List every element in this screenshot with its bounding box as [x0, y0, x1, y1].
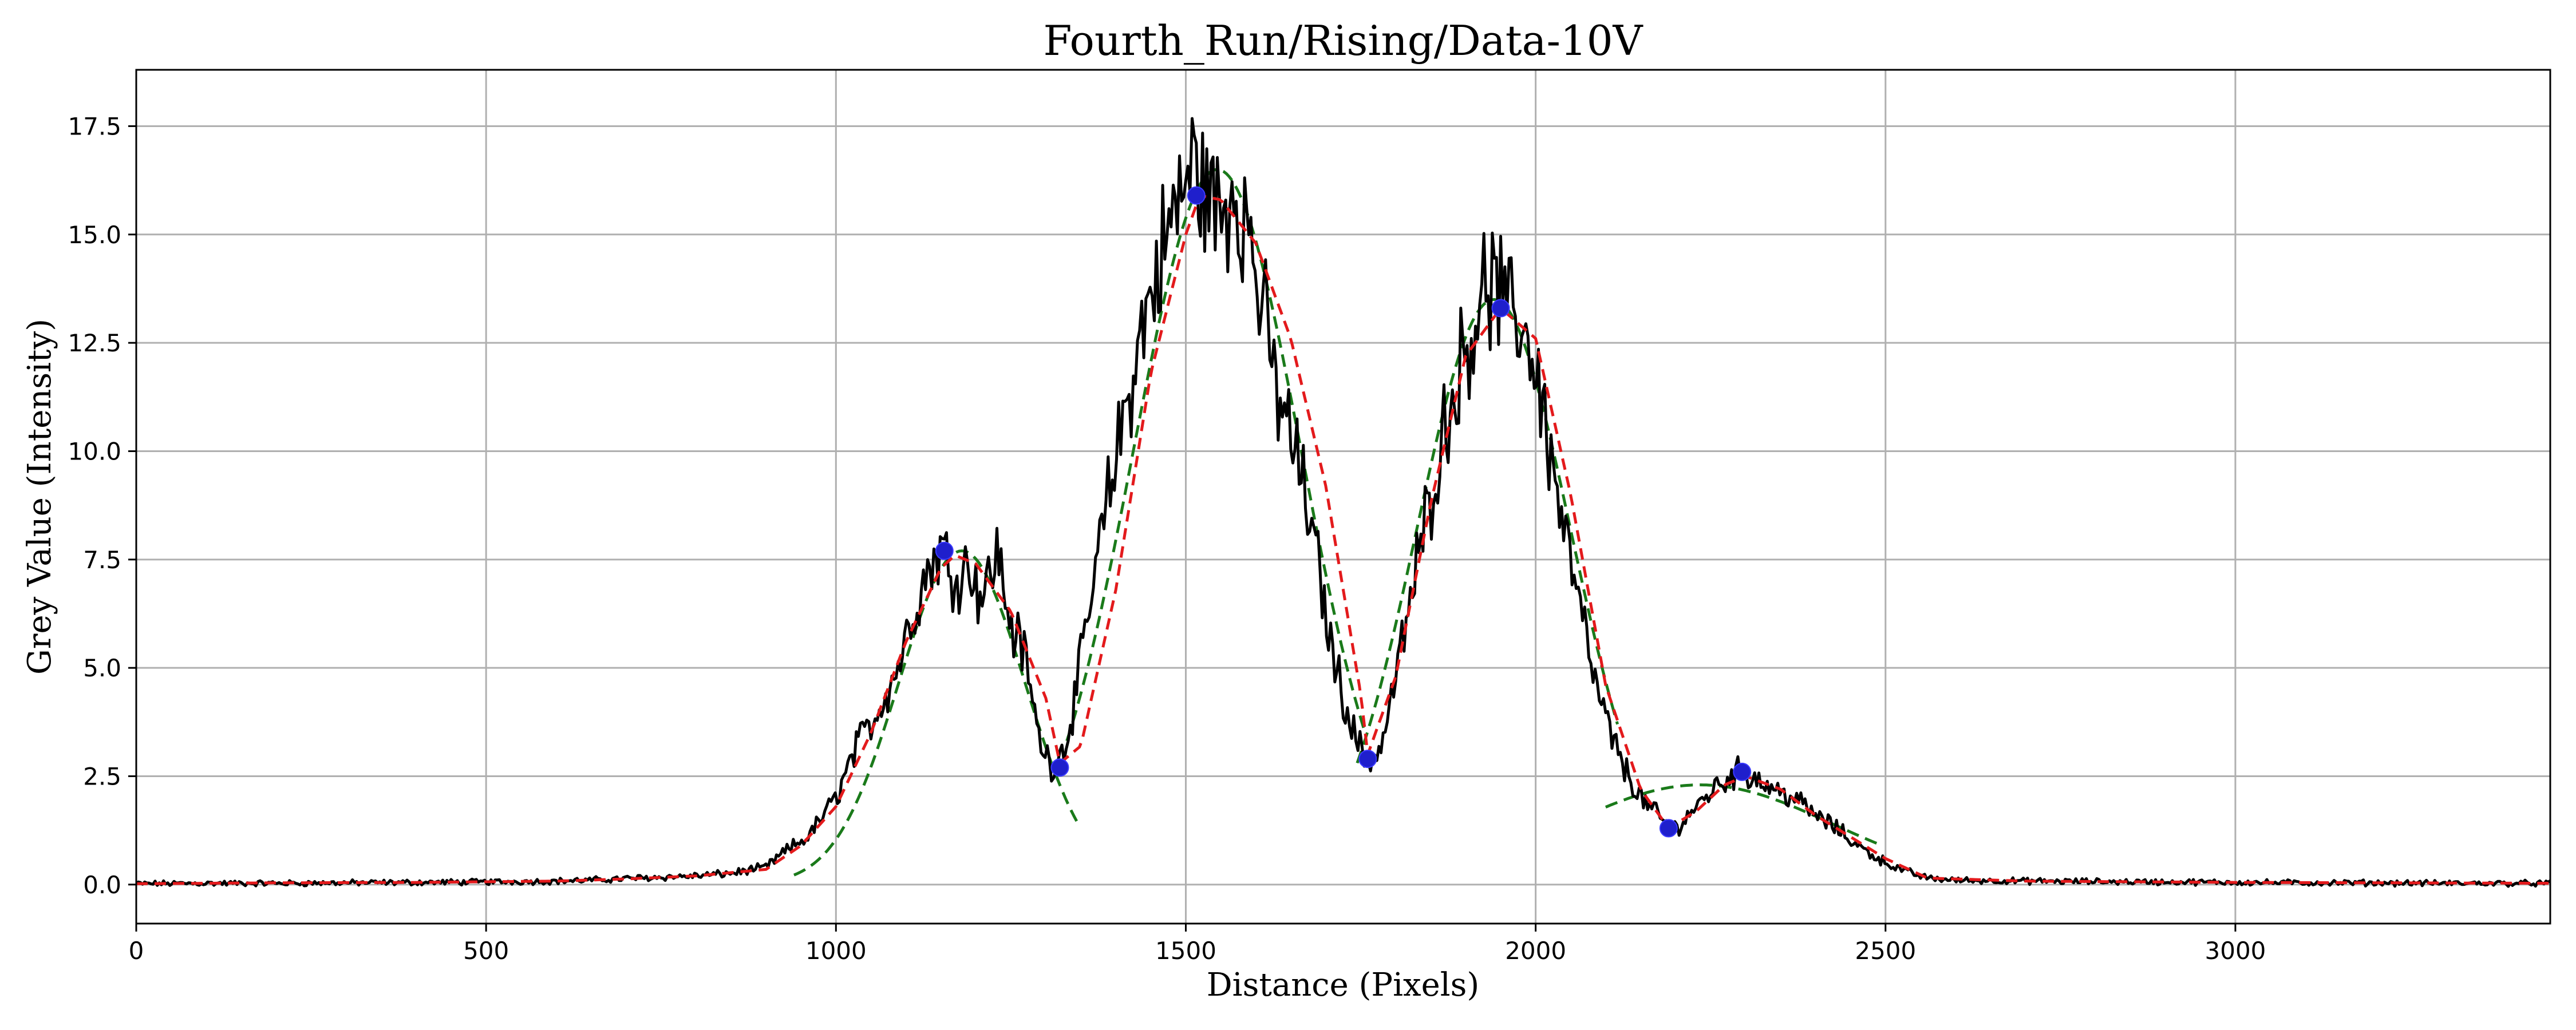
y-tick-label: 5.0: [83, 654, 121, 682]
x-tick-label: 2500: [1855, 937, 1916, 965]
y-tick-label: 0.0: [83, 871, 121, 899]
peak-markers: [935, 186, 1752, 838]
peak-marker: [935, 541, 954, 560]
y-tick-label: 7.5: [83, 546, 121, 574]
y-tick-label: 2.5: [83, 762, 121, 790]
peak-marker: [1050, 758, 1069, 777]
y-tick-label: 10.0: [68, 437, 121, 465]
raw-profile-series: [135, 117, 2551, 888]
chart-title: Fourth_Run/Rising/Data-10V: [1043, 17, 1643, 65]
peak-fit-curve: [1356, 298, 1619, 764]
peak-marker: [1358, 750, 1377, 768]
peak-marker: [1491, 299, 1510, 318]
x-tick-label: 1500: [1155, 937, 1216, 965]
x-tick-label: 500: [463, 937, 509, 965]
axis-ticks: 0 500 1000 1500 2000 2500 3000 0.0 2.5 5.0 7.5 10.0…: [68, 112, 2266, 965]
raw-profile-line: [135, 117, 2551, 888]
grid-lines: [135, 70, 2550, 924]
plot-frame: [135, 69, 2551, 925]
x-tick-label: 2000: [1505, 937, 1566, 965]
x-tick-label: 0: [129, 937, 144, 965]
peak-marker: [1733, 762, 1752, 781]
y-tick-label: 17.5: [68, 112, 121, 140]
x-tick-label: 1000: [805, 937, 867, 965]
x-axis-label: Distance (Pixels): [1207, 966, 1479, 1004]
peak-marker: [1659, 819, 1678, 838]
y-tick-label: 15.0: [68, 221, 121, 249]
y-axis-label: Grey Value (Intensity): [21, 319, 58, 675]
y-tick-label: 12.5: [68, 329, 121, 357]
x-tick-label: 3000: [2205, 937, 2266, 965]
peak-marker: [1187, 186, 1206, 205]
